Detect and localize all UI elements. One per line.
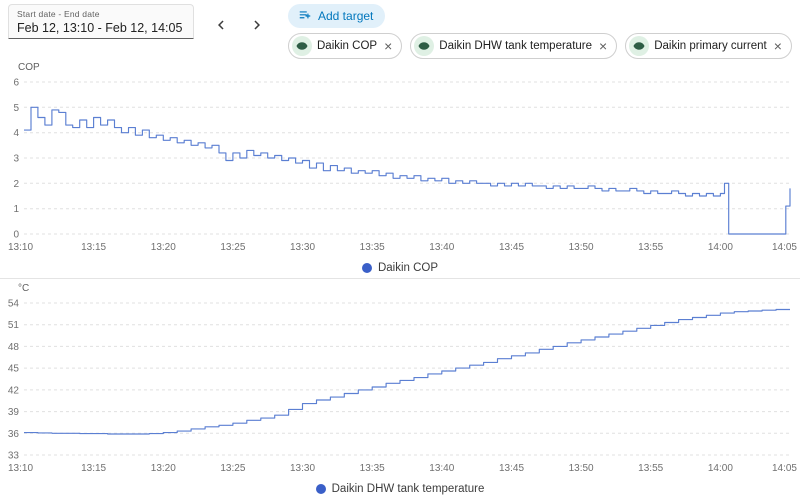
svg-text:0: 0 [13,230,19,241]
svg-text:13:15: 13:15 [81,242,106,253]
svg-text:54: 54 [8,299,20,310]
close-icon[interactable]: × [599,38,608,54]
date-range-value: Feb 12, 13:10 - Feb 12, 14:05 [17,21,183,35]
temperature-chart-section: °C 33 36 39 42 45 48 51 54 13:10 13:15 13:20 13:25 13… [0,278,800,499]
svg-text:13:30: 13:30 [290,463,315,474]
entity-chip-daikin-cop[interactable]: Daikin COP × [288,33,403,59]
svg-text:14:05: 14:05 [772,463,797,474]
visibility-toggle[interactable] [414,36,435,56]
svg-text:6: 6 [13,78,19,89]
legend-dot [361,263,372,273]
svg-text:COP: COP [18,62,40,73]
next-period-button[interactable] [242,14,272,36]
entity-chip-daikin-dhw-tank-temperature[interactable]: Daikin DHW tank temperature × [410,33,618,59]
svg-text:13:10: 13:10 [8,463,33,474]
cop-chart[interactable]: COP 0 1 2 3 4 5 6 13:10 13:15 13:20 13:25 13:30 13:35… [0,58,800,258]
svg-text:13:30: 13:30 [290,242,315,253]
temperature-chart[interactable]: °C 33 36 39 42 45 48 51 54 13:10 13:15 13:20 13:25 13… [0,279,800,479]
add-target-button[interactable]: Add target [288,4,386,28]
add-target-label: Add target [318,9,374,23]
toolbar: Start date - End date Feb 12, 13:10 - Fe… [0,0,800,59]
svg-text:13:45: 13:45 [499,242,524,253]
svg-text:3: 3 [13,154,19,165]
close-icon[interactable]: × [773,38,782,54]
svg-text:13:20: 13:20 [151,242,176,253]
svg-text:36: 36 [8,429,20,440]
chevron-left-icon [218,20,224,30]
svg-text:13:35: 13:35 [360,242,385,253]
svg-text:33: 33 [8,451,20,462]
svg-text:14:05: 14:05 [772,242,797,253]
svg-text:5: 5 [13,103,19,114]
chip-label: Daikin DHW tank temperature [439,40,593,52]
chip-label: Daikin primary current [654,40,767,52]
date-range-label: Start date - End date [17,9,100,19]
svg-text:13:25: 13:25 [220,242,245,253]
svg-text:14:00: 14:00 [708,242,733,253]
svg-text:4: 4 [13,128,19,139]
date-range-picker[interactable]: Start date - End date Feb 12, 13:10 - Fe… [8,4,194,39]
svg-text:13:25: 13:25 [220,463,245,474]
svg-text:45: 45 [8,364,20,375]
eye-icon [418,42,430,50]
svg-text:39: 39 [8,407,20,418]
entity-chips: Daikin COP × Daikin DHW tank temperature… [288,33,792,59]
svg-text:13:45: 13:45 [499,463,524,474]
svg-text:°C: °C [18,283,29,294]
legend-dot [315,484,326,494]
targets-area: Add target Daikin COP × Daikin DHW tank … [288,4,792,59]
entity-chip-daikin-primary-current[interactable]: Daikin primary current × [625,33,792,59]
svg-text:1: 1 [13,204,19,215]
previous-period-button[interactable] [206,14,236,36]
legend-item-daikin-cop[interactable]: Daikin COP [0,258,800,278]
svg-text:48: 48 [8,342,20,353]
legend-item-daikin-dhw-tank-temperature[interactable]: Daikin DHW tank temperature [0,479,800,499]
svg-text:42: 42 [8,385,20,396]
visibility-toggle[interactable] [292,36,312,56]
svg-text:13:50: 13:50 [569,463,594,474]
eye-icon [296,42,308,50]
legend-label: Daikin DHW tank temperature [331,483,485,495]
chevron-right-icon [254,20,260,30]
chip-label: Daikin COP [317,40,378,52]
svg-text:13:40: 13:40 [429,463,454,474]
visibility-toggle[interactable] [629,36,650,56]
svg-text:13:20: 13:20 [151,463,176,474]
svg-text:14:00: 14:00 [708,463,733,474]
cop-chart-section: COP 0 1 2 3 4 5 6 13:10 13:15 13:20 13:25 13:30 13:35… [0,58,800,278]
eye-icon [633,42,645,50]
svg-text:13:40: 13:40 [429,242,454,253]
svg-text:13:35: 13:35 [360,463,385,474]
svg-text:2: 2 [13,179,19,190]
svg-text:13:15: 13:15 [81,463,106,474]
period-navigation [206,14,272,36]
svg-text:13:55: 13:55 [638,463,663,474]
svg-text:13:55: 13:55 [638,242,663,253]
svg-text:13:50: 13:50 [569,242,594,253]
playlist-plus-icon [299,11,311,19]
close-icon[interactable]: × [384,38,393,54]
svg-text:13:10: 13:10 [8,242,33,253]
svg-text:51: 51 [8,320,20,331]
legend-label: Daikin COP [377,262,439,274]
